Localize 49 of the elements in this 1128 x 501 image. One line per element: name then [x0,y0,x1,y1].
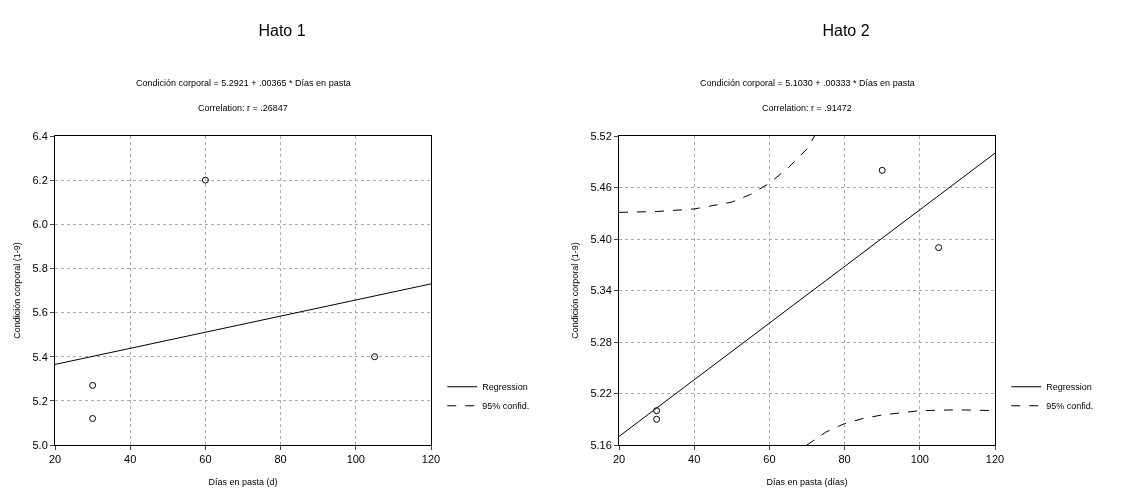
y-tick-label: 5.2 [32,394,48,407]
y-tick-label: 6.0 [32,218,48,231]
text: Correlation: r = .91472 [762,103,852,113]
chart-title: Hato 2 [822,21,870,39]
y-tick-label: 5.16 [590,438,612,451]
y-tick-label: 5.46 [590,181,612,194]
chart-subtitle: Condición corporal = 5.1030 + .00333 * Días en pasta [700,78,915,88]
x-tick-label: 60 [763,453,776,466]
x-tick-label: 100 [910,453,929,466]
legend-label: Regression [1046,382,1092,393]
x-tick-label: 120 [421,453,441,466]
y-tick-label: 5.0 [32,438,48,451]
y-tick-label: 6.2 [32,173,48,186]
point [89,381,97,389]
y-tick-label: 5.40 [590,232,612,245]
y-tick-label: 5.28 [590,335,612,348]
chart-subtitle: Condición corporal = 5.2921 + .00365 * Días en pasta [136,78,351,88]
x-tick-label: 80 [274,453,287,466]
point [878,166,886,174]
x-tick-label: 40 [124,453,137,466]
point [653,407,661,415]
y-tick-label: 5.52 [590,129,612,142]
x-tick-label: 20 [612,453,626,466]
x-tick-label: 100 [346,453,365,466]
x-axis-title: Días en pasta (días) [766,477,848,487]
point [89,415,97,423]
x-tick-label: 60 [199,453,212,466]
x-tick-label: 120 [985,453,1005,466]
y-tick-label: 5.8 [32,262,48,275]
y-tick-label: 5.4 [32,350,48,363]
x-tick-label: 40 [688,453,701,466]
point [653,415,661,423]
chart-title: Hato 1 [258,21,306,39]
point [935,244,943,252]
y-tick-label: 5.6 [32,306,48,319]
x-axis-title: Días en pasta (d) [208,477,278,487]
y-tick-label: 5.34 [590,284,612,297]
y-axis-title: Condición corporal (1-9) [569,242,580,339]
x-tick-label: 20 [48,453,62,466]
point [371,353,379,361]
x-tick-label: 80 [838,453,851,466]
y-tick-label: 6.4 [32,129,48,142]
text: Correlation: r = .26847 [198,103,288,113]
legend-label: 95% confid. [482,401,530,412]
point [201,176,209,184]
y-axis-title: Condición corporal (1-9) [11,242,22,339]
legend-label: Regression [482,382,528,393]
y-tick-label: 5.22 [590,387,612,400]
legend-label: 95% confid. [1046,401,1094,412]
